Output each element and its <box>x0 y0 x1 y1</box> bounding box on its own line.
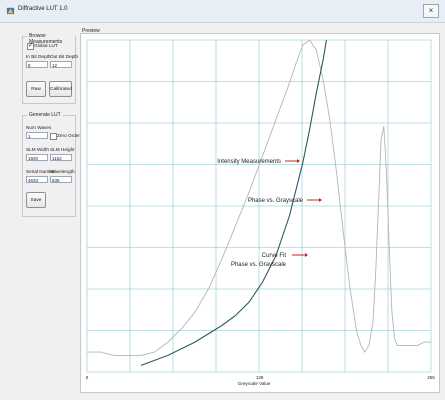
generate-group-title: Generate LUT <box>27 112 63 118</box>
x-tick-label: 128 <box>256 375 264 380</box>
x-tick-label: 255 <box>427 375 435 380</box>
num-waves-input[interactable]: 1 <box>26 132 48 139</box>
chart-series <box>87 40 431 366</box>
browse-measurements-group: Browse Measurements Global LUT In Bit De… <box>22 33 79 104</box>
window-title: Diffractive LUT 1.0 <box>18 6 68 12</box>
annotation-label: Phase vs. Grayscale <box>248 198 304 204</box>
browse-group-title: Browse Measurements <box>27 33 75 45</box>
slm-width-input[interactable]: 1920 <box>26 154 48 161</box>
slm-height-input[interactable]: 1152 <box>50 154 72 161</box>
num-waves-label: Num Waves <box>26 125 52 130</box>
out-bit-depth-input[interactable]: 12 <box>50 61 72 68</box>
title-bar: Diffractive LUT 1.0 × <box>0 0 445 23</box>
wavelength-label: Wavelength <box>50 169 75 174</box>
phase-series-line <box>140 40 328 366</box>
zero-order-label: Zero Order <box>57 133 80 138</box>
serial-number-label: Serial Number <box>26 169 56 174</box>
annotation-arrow-head <box>297 159 300 163</box>
slm-width-label: SLM Width <box>26 147 49 152</box>
save-button[interactable]: Save <box>26 192 46 208</box>
chart-annotations: Intensity Measurements Phase vs. Grayscal… <box>217 159 322 268</box>
out-bit-depth-label: Out Bit Depth <box>50 54 79 59</box>
x-tick-label: 0 <box>86 375 89 380</box>
close-button[interactable]: × <box>423 4 439 18</box>
slm-height-label: SLM Height <box>50 147 75 152</box>
annotation-label: Phase vs. Grayscale <box>231 262 287 268</box>
annotation-arrow-head <box>305 253 308 257</box>
in-bit-depth-input[interactable]: 8 <box>26 61 48 68</box>
global-lut-label: Global LUT <box>34 43 58 48</box>
preview-title: Preview <box>80 28 102 34</box>
generate-lut-group: Generate LUT Num Waves 1 Zero Order SLM … <box>22 112 80 217</box>
annotation-arrow-head <box>319 198 322 202</box>
intensity-series-line <box>87 40 431 356</box>
preview-panel: 0 128 255 Intensity Measurements Phase vs. … <box>80 33 440 393</box>
chart-ticks: 0 128 255 <box>86 375 436 380</box>
annotation-label: Curve Fit <box>262 253 287 259</box>
in-bit-depth-label: In Bit Depth <box>26 54 51 59</box>
raw-button[interactable]: Raw <box>26 81 46 97</box>
annotation-label: Intensity Measurements <box>217 159 281 165</box>
app-icon <box>6 7 15 15</box>
zero-order-checkbox[interactable] <box>50 133 57 140</box>
preview-chart: 0 128 255 Intensity Measurements Phase vs. … <box>86 39 436 386</box>
wavelength-input[interactable]: 635 <box>50 176 72 183</box>
chart-grid <box>86 39 432 373</box>
serial-number-input[interactable]: 4633 <box>26 176 48 183</box>
calibrated-button[interactable]: Calibrated <box>49 81 72 97</box>
global-lut-checkbox[interactable] <box>27 42 34 50</box>
x-axis-label: Greyscale Value <box>238 381 271 386</box>
